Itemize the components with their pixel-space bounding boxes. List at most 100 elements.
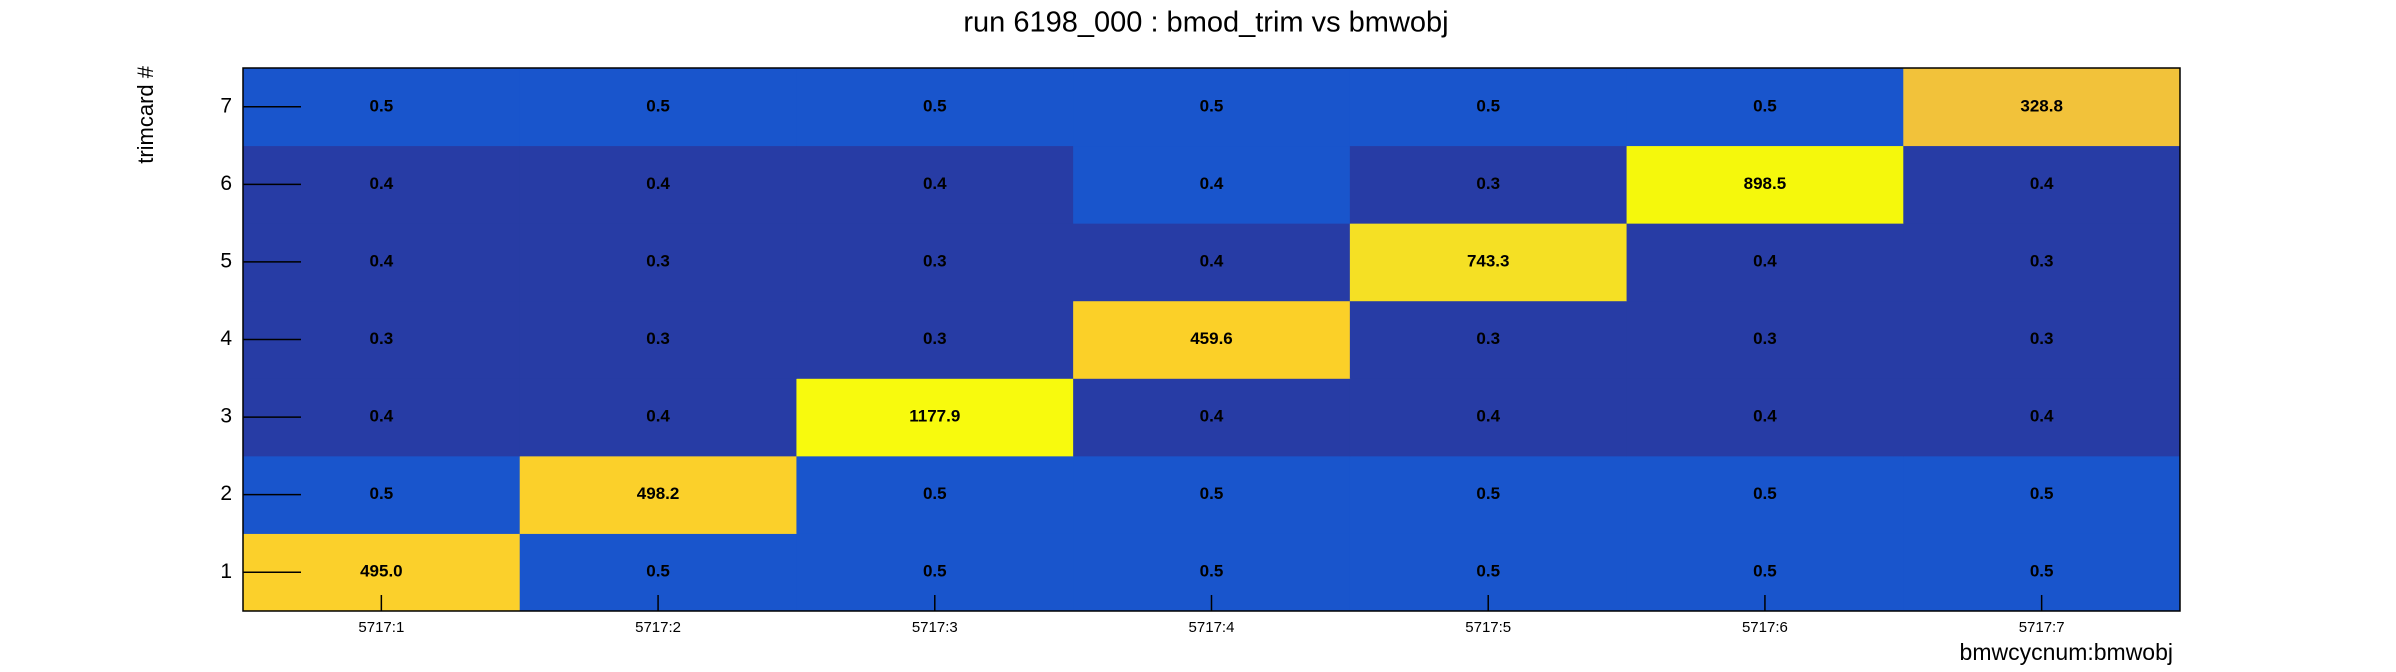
heatmap-cell [1903,300,2181,379]
cell-label: 0.5 [646,96,670,115]
cell-label: 0.4 [1476,407,1500,426]
heatmap-cell [1903,378,2181,457]
x-tick-label: 5717:7 [2019,619,2065,636]
cell-label: 743.3 [1467,251,1510,270]
cell-label: 0.5 [923,96,947,115]
cell-label: 0.4 [1753,251,1777,270]
heatmap-cell [1903,68,2181,147]
heatmap-cell [796,68,1074,147]
heatmap-cell [1349,68,1628,147]
heatmap-cell [1903,223,2181,302]
heatmap-cell [519,455,797,534]
heatmap-cell [1349,455,1628,534]
cell-label: 0.4 [646,174,670,193]
cell-label: 0.3 [923,329,947,348]
cell-label: 0.3 [646,329,670,348]
y-tick-label: 2 [220,482,232,505]
y-tick-label: 4 [220,327,232,350]
y-tick-label: 5 [220,249,232,272]
heatmap-cell [1073,455,1351,534]
cell-label: 0.5 [2030,562,2054,581]
cell-label: 0.3 [1476,329,1500,348]
cell-label: 0.3 [2030,251,2054,270]
x-axis-label: bmwcycnum:bmwobj [1960,639,2173,665]
cell-label: 898.5 [1744,174,1787,193]
chart-title: run 6198_000 : bmod_trim vs bmwobj [963,7,1448,39]
cell-label: 0.4 [370,174,394,193]
cell-label: 0.3 [923,251,947,270]
heatmap-cell [1073,68,1351,147]
cell-label: 0.4 [1200,251,1224,270]
cell-label: 0.5 [646,562,670,581]
cell-label: 0.3 [1476,174,1500,193]
cell-label: 0.5 [923,484,947,503]
heatmap-cell [796,455,1074,534]
heatmap-cell [519,300,797,379]
y-tick-label: 7 [220,94,232,117]
heatmap-cell [1626,455,1904,534]
heatmap-cell [1073,300,1351,379]
cell-label: 0.5 [1753,484,1777,503]
cell-label: 0.4 [2030,407,2054,426]
heatmap-cell [519,145,797,224]
x-tick-label: 5717:5 [1465,619,1511,636]
heatmap-cell [1349,300,1628,379]
cell-label: 0.5 [1200,96,1224,115]
cell-label: 0.5 [1476,484,1500,503]
heatmap-cell [1626,300,1904,379]
cell-label: 0.5 [1200,484,1224,503]
cell-label: 0.5 [370,96,394,115]
cell-label: 0.4 [1753,407,1777,426]
cell-label: 0.3 [1753,329,1777,348]
y-tick-label: 3 [220,405,232,428]
heatmap-cell [796,300,1074,379]
x-tick-label: 5717:4 [1189,619,1235,636]
cell-label: 0.5 [1200,562,1224,581]
heatmap-cell [519,378,797,457]
cell-label: 0.5 [1753,96,1777,115]
heatmap-cell [519,223,797,302]
cell-label: 0.5 [1476,96,1500,115]
x-tick-label: 5717:3 [912,619,958,636]
heatmap-cell [796,378,1074,457]
heatmap-cell [796,223,1074,302]
heatmap-cell [519,68,797,147]
cell-label: 495.0 [360,562,403,581]
cell-label: 328.8 [2020,96,2063,115]
cell-label: 0.4 [646,407,670,426]
y-axis-label: trimcard # [133,65,158,164]
x-tick-label: 5717:2 [635,619,681,636]
heatmap-cell [1349,378,1628,457]
cell-label: 0.5 [370,484,394,503]
cell-label: 0.3 [2030,329,2054,348]
heatmap-cell [1626,68,1904,147]
y-tick-label: 6 [220,172,232,195]
heatmap-cell [1626,223,1904,302]
cell-label: 459.6 [1190,329,1233,348]
cell-label: 0.4 [923,174,947,193]
cell-label: 0.4 [2030,174,2054,193]
plot-frame [242,67,2181,612]
cell-label: 0.5 [2030,484,2054,503]
cell-label: 0.5 [1476,562,1500,581]
heatmap-cell [1073,378,1351,457]
x-tick-label: 5717:6 [1742,619,1788,636]
cell-label: 0.4 [370,251,394,270]
heatmap-cell [1903,145,2181,224]
cell-label: 0.4 [370,407,394,426]
heatmap-cell [796,145,1074,224]
x-tick-label: 5717:1 [358,619,404,636]
heatmap-cell [1903,455,2181,534]
heatmap-cell [1626,378,1904,457]
cell-label: 1177.9 [909,407,960,426]
cell-label: 0.5 [1753,562,1777,581]
heatmap-cell [1349,145,1628,224]
cell-label: 0.3 [370,329,394,348]
heatmap-cell [1073,223,1351,302]
y-tick-label: 1 [220,560,232,583]
cell-label: 0.3 [646,251,670,270]
cell-label: 0.5 [923,562,947,581]
heatmap-cell [1073,145,1351,224]
